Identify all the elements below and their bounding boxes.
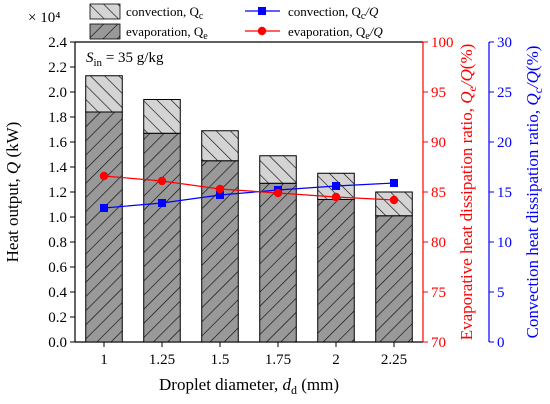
legend-swatch-convection-bar [89, 3, 121, 20]
bar-convection [85, 75, 123, 113]
right-axis-evaporative-tick-label: 70 [431, 335, 446, 351]
bar-evaporation [317, 199, 355, 343]
left-axis-tick-label: 1.2 [48, 185, 67, 201]
x-axis-tick-label: 1.75 [265, 352, 291, 368]
bar-evaporation [259, 182, 297, 343]
left-axis-tick-label: 1.8 [48, 110, 67, 126]
left-axis-tick-label: 0.2 [48, 310, 67, 326]
point-evaporation-ratio [215, 184, 225, 194]
legend-label-convection-bar: convection, Qc [126, 4, 204, 22]
bar-evaporation [375, 215, 413, 343]
right-axis-evaporative-tick-label: 75 [431, 285, 446, 301]
legend-item-evaporation-line: evaporation, Qe/Q [245, 24, 383, 42]
point-convection-ratio [216, 191, 224, 199]
right-axis-convection-tick-label: 25 [497, 85, 512, 101]
legend-item-evaporation-bar: evaporation, Qe [89, 23, 208, 42]
right-axis-evaporative-tick-label: 90 [431, 135, 446, 151]
point-evaporation-ratio [331, 192, 341, 202]
left-axis-tick-label: 0.0 [48, 335, 67, 351]
x-axis-tick-label: 2.25 [381, 352, 407, 368]
bar-convection [201, 130, 239, 162]
left-axis-tick-label: 2.4 [48, 35, 67, 51]
left-axis-title: Heat output, Q (kW) [3, 122, 22, 263]
left-axis-tick-label: 2.0 [48, 85, 67, 101]
left-axis-tick-label: 0.4 [48, 285, 67, 301]
right-axis-convection-tick-label: 15 [497, 185, 512, 201]
right-axis-title-convection: Convection heat dissipation ratio, Qc/Q(… [523, 46, 545, 339]
legend-label-evaporation-line: evaporation, Qe/Q [288, 24, 383, 42]
right-axis-convection-tick-label: 0 [497, 335, 505, 351]
line-evaporation-ratio [103, 175, 395, 201]
legend-swatch-evaporation-bar [89, 23, 121, 40]
left-axis-tick-label: 1.0 [48, 210, 67, 226]
x-axis-tick-label: 1.5 [211, 352, 230, 368]
left-axis-tick-label: 1.6 [48, 135, 67, 151]
bar-evaporation [143, 132, 181, 343]
x-axis-tick-label: 2 [332, 352, 340, 368]
line-series [99, 171, 399, 212]
right-axis-evaporative-ticks: 70 75 80 85 90 95 100 [423, 35, 454, 351]
y-scale-label: × 10⁴ [28, 10, 60, 26]
x-axis-title: Droplet diameter, dd (mm) [159, 375, 339, 397]
legend-marker-convection [258, 7, 266, 15]
right-axis-evaporative-tick-label: 100 [431, 35, 454, 51]
point-evaporation-ratio [157, 176, 167, 186]
left-axis-ticks: 0.0 0.2 0.4 0.6 0.8 1.0 1.2 1.4 1.6 1.8 2.0 2.2 2.4 [48, 35, 75, 351]
x-axis-tick-label: 1 [100, 352, 108, 368]
x-axis-tick-label: 1.25 [149, 352, 175, 368]
annotation-salinity: Sin = 35 g/kg [86, 50, 164, 69]
x-axis-ticks: 1 1.25 1.5 1.75 2 2.25 [100, 342, 407, 368]
right-axis-convection-tick-label: 20 [497, 135, 512, 151]
bar-convection [259, 155, 297, 184]
right-axis-convection-tick-label: 5 [497, 285, 505, 301]
point-evaporation-ratio [389, 195, 399, 205]
legend-item-convection-bar: convection, Qc [89, 3, 204, 22]
point-convection-ratio [332, 182, 340, 190]
left-axis-tick-label: 0.8 [48, 235, 67, 251]
point-convection-ratio [390, 179, 398, 187]
point-evaporation-ratio [99, 171, 109, 181]
bar-convection [143, 99, 181, 134]
bar-evaporation [85, 111, 123, 343]
legend-item-convection-line: convection, Qc/Q [245, 4, 379, 22]
right-axis-title-evaporative: Evaporative heat dissipation ratio, Qe/Q… [457, 44, 479, 341]
right-axis-evaporative-tick-label: 80 [431, 235, 446, 251]
legend-label-evaporation-bar: evaporation, Qe [126, 24, 208, 42]
right-axis-evaporative-tick-label: 85 [431, 185, 446, 201]
legend-label-convection-line: convection, Qc/Q [288, 4, 379, 22]
bar-series [85, 75, 413, 343]
point-evaporation-ratio [273, 188, 283, 198]
legend-marker-evaporation [257, 26, 267, 36]
right-axis-convection-ticks: 0 5 10 15 20 25 30 [489, 35, 512, 351]
point-convection-ratio [100, 204, 108, 212]
legend: convection, Qc evaporation, Qe convectio… [89, 3, 383, 42]
left-axis-tick-label: 0.6 [48, 260, 67, 276]
right-axis-evaporative-tick-label: 95 [431, 85, 446, 101]
line-convection-ratio [103, 182, 395, 209]
left-axis-tick-label: 2.2 [48, 60, 67, 76]
right-axis-convection-tick-label: 30 [497, 35, 512, 51]
point-convection-ratio [158, 199, 166, 207]
right-axis-convection-tick-label: 10 [497, 235, 512, 251]
left-axis-tick-label: 1.4 [48, 160, 67, 176]
